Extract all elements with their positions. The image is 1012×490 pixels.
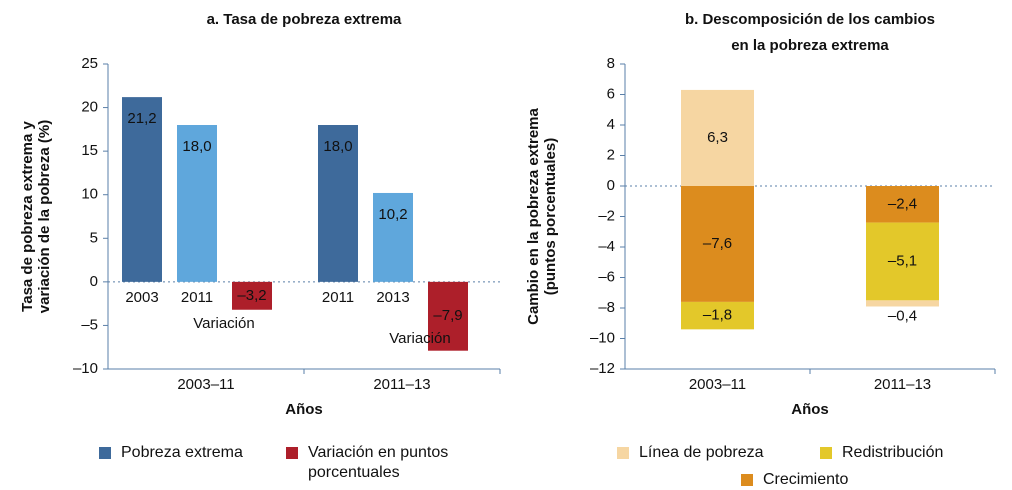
value-label: –3,2 (237, 287, 266, 304)
legend-item: Variación en puntos porcentuales (286, 443, 513, 483)
y-tick-label: 15 (81, 142, 98, 159)
y-tick-label: 20 (81, 99, 98, 116)
legend-swatch (99, 447, 111, 459)
y-axis-label: (puntos porcentuales) (542, 138, 559, 296)
y-tick-label: 5 (90, 229, 98, 246)
bar-label: 2013 (376, 289, 409, 306)
y-tick-label: 25 (81, 55, 98, 72)
bar (373, 192, 413, 282)
x-axis-label: Años (285, 401, 323, 418)
chart-title: a. Tasa de pobreza extrema (207, 11, 402, 28)
value-label: 10,2 (378, 206, 407, 223)
y-tick-label: 4 (607, 116, 615, 133)
x-axis-label: Años (791, 401, 829, 418)
y-tick-label: 10 (81, 186, 98, 203)
y-tick-label: 0 (90, 273, 98, 290)
legend-swatch (286, 447, 298, 459)
y-tick-label: –4 (598, 238, 615, 255)
x-tick-label: 2011–13 (874, 376, 931, 393)
y-axis-label: Tasa de pobreza extrema y (19, 121, 36, 312)
bar-label: Variación (193, 315, 254, 332)
bar-segment (866, 222, 939, 301)
bar-label: 2011 (181, 289, 213, 306)
y-tick-label: –12 (590, 360, 615, 377)
y-tick-label: 8 (607, 55, 615, 72)
value-label: –1,8 (703, 307, 732, 324)
value-label: 21,2 (127, 110, 156, 127)
x-tick-label: 2003–11 (689, 376, 746, 393)
value-label: 6,3 (707, 129, 728, 146)
bar-label: 2011 (322, 289, 354, 306)
value-label: –7,6 (703, 235, 732, 252)
legend-item: Redistribución (820, 443, 943, 463)
y-axis-label: variación de la pobreza (%) (36, 120, 53, 313)
bar (428, 281, 468, 351)
y-tick-label: 6 (607, 85, 615, 102)
y-tick-label: –10 (590, 329, 615, 346)
bar-segment (681, 186, 754, 302)
bar-segment (866, 300, 939, 307)
x-tick-label: 2003–11 (177, 376, 234, 393)
bar-segment (681, 301, 754, 330)
chart-title: en la pobreza extrema (731, 37, 889, 54)
legend-swatch (617, 447, 629, 459)
legend-label: Crecimiento (763, 471, 849, 488)
bar (318, 125, 358, 282)
bar-segment (866, 186, 939, 223)
value-label: –2,4 (888, 195, 917, 212)
bar (177, 125, 217, 282)
legend-item: Pobreza extrema (99, 443, 243, 463)
y-tick-label: –5 (81, 316, 98, 333)
y-axis-label: Cambio en la pobreza extrema (525, 107, 542, 324)
chart-title: b. Descomposición de los cambios (685, 11, 935, 28)
legend-swatch (741, 474, 753, 486)
value-label: –0,4 (888, 307, 917, 324)
value-label: –5,1 (888, 252, 917, 269)
bar (232, 281, 272, 310)
x-tick-label: 2011–13 (373, 376, 430, 393)
value-label: 18,0 (323, 138, 352, 155)
y-tick-label: –10 (73, 360, 98, 377)
legend-label: Redistribución (842, 444, 944, 461)
bar-label: 2003 (125, 289, 158, 306)
bar (122, 97, 162, 282)
value-label: 18,0 (182, 138, 211, 155)
legend-item: Línea de pobreza (617, 443, 764, 463)
y-tick-label: –2 (598, 207, 615, 224)
legend-label: Variación en puntos porcentuales (308, 444, 449, 481)
legend-label: Línea de pobreza (639, 444, 764, 461)
y-tick-label: 0 (607, 177, 615, 194)
value-label: –7,9 (433, 307, 462, 324)
legend-label: Pobreza extrema (121, 444, 243, 461)
bar-label: Variación (389, 330, 450, 347)
y-tick-label: 2 (607, 146, 615, 163)
legend-item: Crecimiento (741, 470, 848, 490)
y-tick-label: –8 (598, 299, 615, 316)
bar-segment (681, 89, 754, 186)
y-tick-label: –6 (598, 268, 615, 285)
legend-swatch (820, 447, 832, 459)
